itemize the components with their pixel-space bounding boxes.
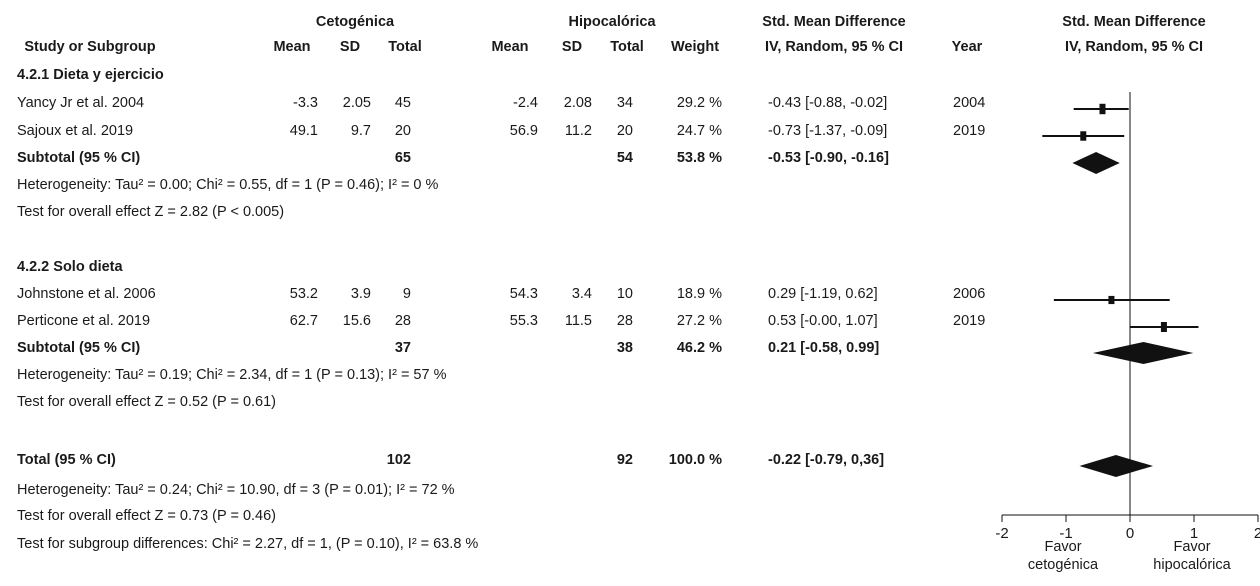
favor-right-line2: hipocalórica <box>1153 557 1231 573</box>
year-cell: 2006 <box>953 286 986 302</box>
year-cell: 2019 <box>953 123 986 139</box>
total1-header: Total <box>388 39 422 55</box>
total1-cell: 9 <box>402 286 411 302</box>
total-label: Total (95 % CI) <box>17 452 116 468</box>
pooled-diamond <box>1092 342 1194 364</box>
heterogeneity-text: Heterogeneity: Tau² = 0.19; Chi² = 2.34,… <box>17 367 447 383</box>
study-name: Perticone et al. 2019 <box>17 313 151 329</box>
heterogeneity-text: Heterogeneity: Tau² = 0.00; Chi² = 0.55,… <box>17 177 439 193</box>
x-tick-label: -1 <box>1059 525 1072 542</box>
ci-cell: -0.43 [-0.88, -0.02] <box>768 95 888 111</box>
total2-cell: 28 <box>616 313 633 329</box>
total2-cell: 54 <box>616 150 633 166</box>
smd-header-bottom: IV, Random, 95 % CI <box>764 39 904 55</box>
year-header: Year <box>951 39 983 55</box>
sd2-cell: 11.5 <box>564 313 592 329</box>
ci-cell: 0.21 [-0.58, 0.99] <box>768 340 880 356</box>
favor-right-line1: Favor <box>1173 539 1211 555</box>
sd2-header: SD <box>561 39 583 55</box>
plot-header-top: Std. Mean Difference <box>1062 14 1206 30</box>
pooled-diamond <box>1079 455 1154 477</box>
total1-cell: 45 <box>394 95 411 111</box>
sd1-cell: 2.05 <box>342 95 371 111</box>
weight-cell: 27.2 % <box>676 313 722 329</box>
total2-cell: 38 <box>616 340 633 356</box>
x-tick-label: 1 <box>1190 525 1198 542</box>
year-cell: 2019 <box>953 313 986 329</box>
weight-cell: 24.7 % <box>676 123 722 139</box>
mean2-cell: 56.9 <box>509 123 538 139</box>
weight-cell: 53.8 % <box>676 150 722 166</box>
subgroup-differences-text: Test for subgroup differences: Chi² = 2.… <box>17 536 479 552</box>
heterogeneity-text: Heterogeneity: Tau² = 0.24; Chi² = 10.90… <box>17 482 455 498</box>
ci-cell: -0.53 [-0.90, -0.16] <box>768 150 889 166</box>
total1-cell: 102 <box>386 452 411 468</box>
favor-left-line2: cetogénica <box>1027 557 1099 573</box>
mean1-cell: 53.2 <box>289 286 318 302</box>
mean2-cell: 54.3 <box>509 286 538 302</box>
sd2-cell: 11.2 <box>564 123 592 139</box>
plot-header-bottom: IV, Random, 95 % CI <box>1064 39 1204 55</box>
total2-cell: 10 <box>616 286 633 302</box>
study-column-header: Study or Subgroup <box>24 39 156 55</box>
x-tick-label: 0 <box>1126 525 1134 542</box>
total1-cell: 20 <box>394 123 411 139</box>
smd-header-top: Std. Mean Difference <box>762 14 906 30</box>
study-name: Yancy Jr et al. 2004 <box>17 95 145 111</box>
study-name: Johnstone et al. 2006 <box>17 286 156 302</box>
mean1-header: Mean <box>273 39 311 55</box>
weight-cell: 46.2 % <box>676 340 722 356</box>
sd2-cell: 2.08 <box>563 95 592 111</box>
mean1-cell: 62.7 <box>289 313 318 329</box>
subtotal-label: Subtotal (95 % CI) <box>17 340 141 356</box>
mean1-cell: -3.3 <box>293 95 318 111</box>
overall-effect-text: Test for overall effect Z = 0.73 (P = 0.… <box>17 508 276 524</box>
subtotal-label: Subtotal (95 % CI) <box>17 150 141 166</box>
sd1-cell: 9.7 <box>350 123 371 139</box>
study-point <box>1160 322 1167 332</box>
ci-cell: 0.29 [-1.19, 0.62] <box>768 286 878 302</box>
weight-cell: 18.9 % <box>676 286 722 302</box>
group2-header: Hipocalórica <box>568 14 656 30</box>
mean2-cell: -2.4 <box>513 95 538 111</box>
total2-cell: 92 <box>616 452 633 468</box>
ci-cell: -0.73 [-1.37, -0.09] <box>768 123 888 139</box>
total1-cell: 28 <box>394 313 411 329</box>
weight-cell: 100.0 % <box>668 452 722 468</box>
sd1-header: SD <box>339 39 361 55</box>
sd2-cell: 3.4 <box>571 286 592 302</box>
sd1-cell: 3.9 <box>350 286 371 302</box>
ci-cell: -0.22 [-0.79, 0,36] <box>768 452 885 468</box>
x-tick-label: -2 <box>995 525 1008 542</box>
study-name: Sajoux et al. 2019 <box>17 123 134 139</box>
mean2-header: Mean <box>491 39 529 55</box>
mean1-cell: 49.1 <box>289 123 318 139</box>
mean2-cell: 55.3 <box>509 313 538 329</box>
subgroup-title: 4.2.1 Dieta y ejercicio <box>17 67 164 83</box>
study-point <box>1108 295 1115 305</box>
weight-cell: 29.2 % <box>676 95 722 111</box>
sd1-cell: 15.6 <box>342 313 371 329</box>
overall-effect-text: Test for overall effect Z = 0.52 (P = 0.… <box>17 394 276 410</box>
total2-cell: 34 <box>616 95 633 111</box>
total1-cell: 37 <box>394 340 411 356</box>
ci-cell: 0.53 [-0.00, 1.07] <box>768 313 878 329</box>
weight-header: Weight <box>670 39 720 55</box>
x-tick-label: 2 <box>1254 525 1260 542</box>
study-point <box>1080 131 1087 141</box>
overall-effect-text: Test for overall effect Z = 2.82 (P < 0.… <box>17 204 285 220</box>
total1-cell: 65 <box>394 150 411 166</box>
year-cell: 2004 <box>953 95 986 111</box>
total2-header: Total <box>610 39 644 55</box>
subgroup-title: 4.2.2 Solo dieta <box>17 259 123 275</box>
total2-cell: 20 <box>616 123 633 139</box>
favor-left-line1: Favor <box>1044 539 1082 555</box>
study-point <box>1099 103 1106 115</box>
pooled-diamond <box>1072 152 1120 174</box>
group1-header: Cetogénica <box>315 14 395 30</box>
